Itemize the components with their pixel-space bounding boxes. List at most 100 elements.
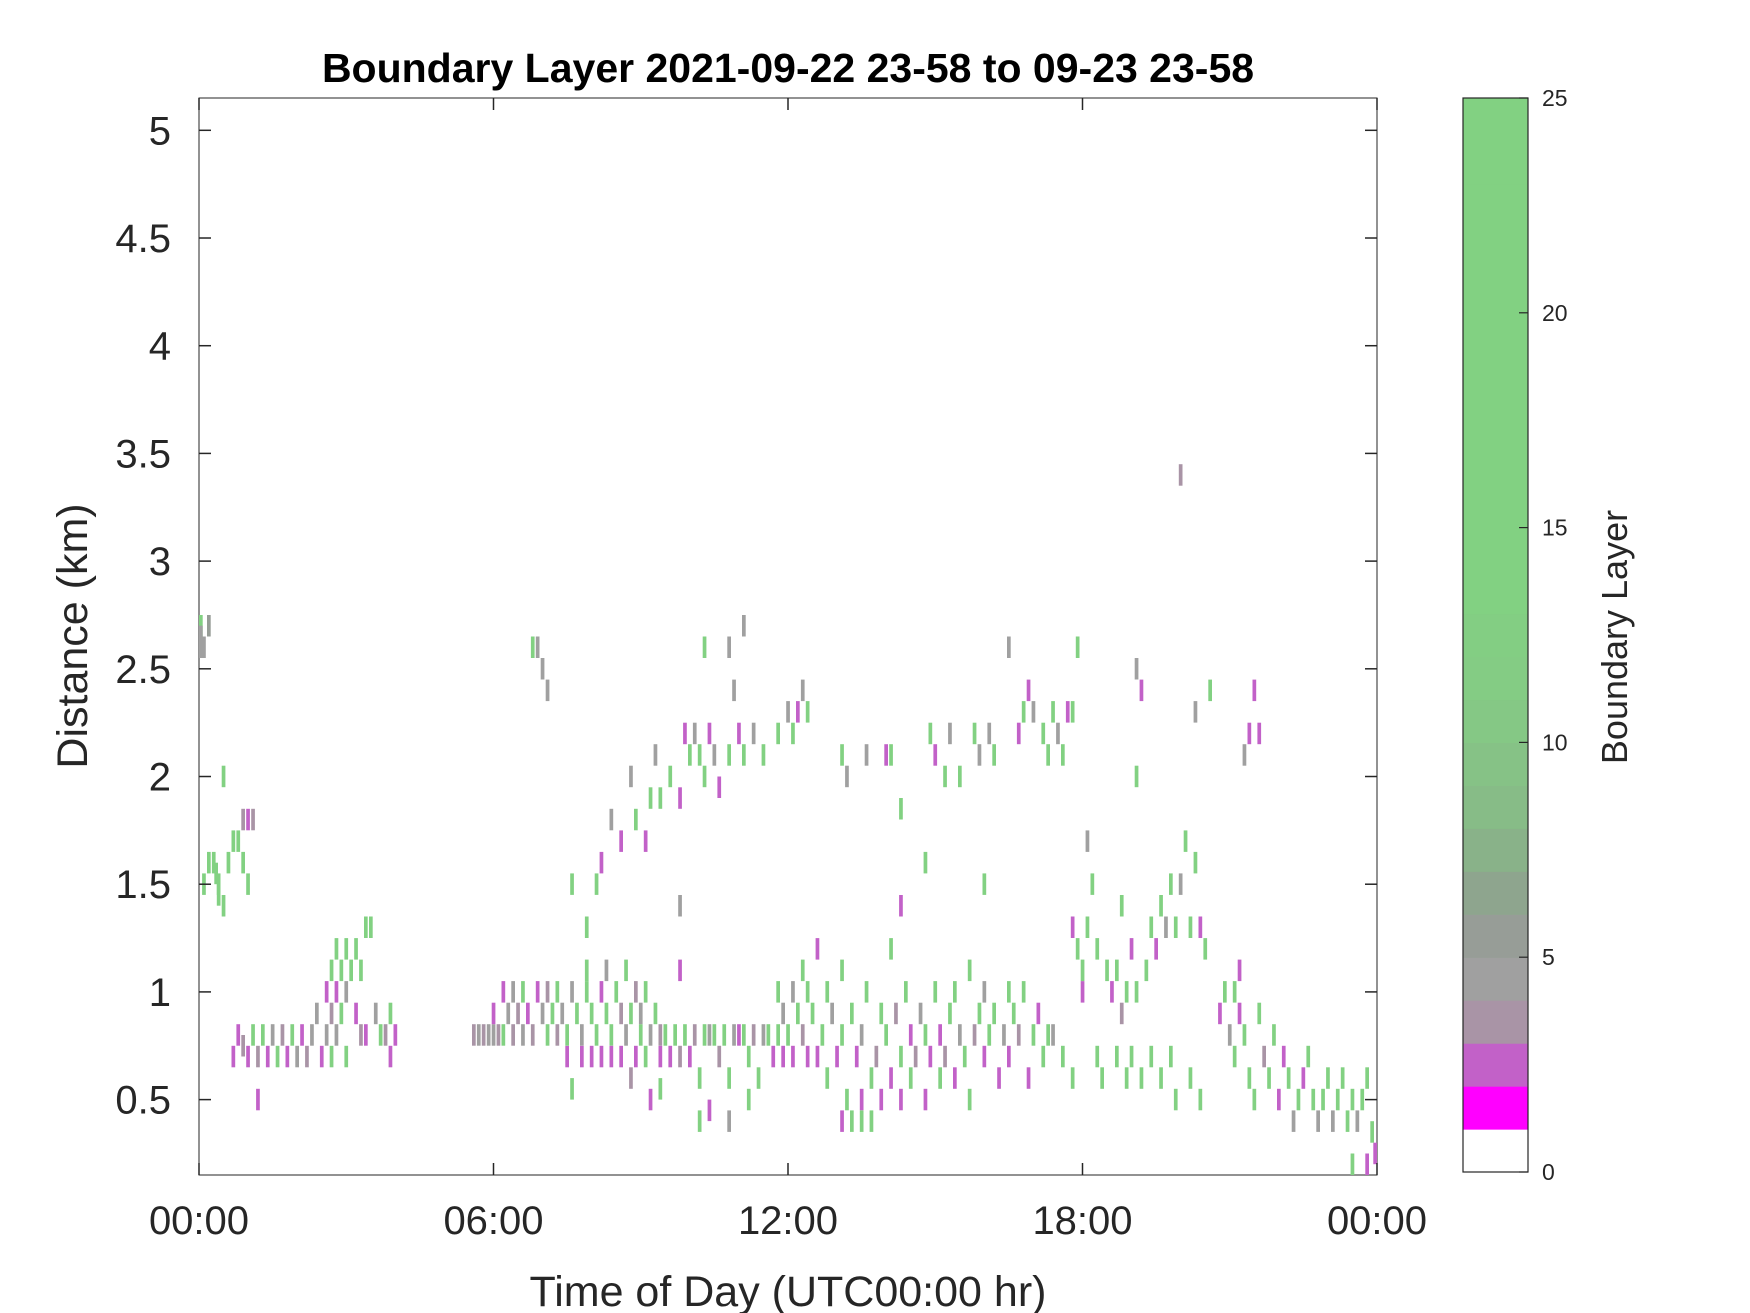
heatmap-cell <box>825 981 830 1003</box>
heatmap-cell <box>923 1088 928 1111</box>
heatmap-cell <box>638 1002 643 1025</box>
heatmap-cell <box>894 1002 898 1025</box>
colorbar-swatch <box>1463 226 1528 271</box>
heatmap-cell <box>727 1067 731 1089</box>
heatmap-cell <box>1090 873 1095 895</box>
heatmap-cell <box>712 744 717 766</box>
colorbar-swatch <box>1463 1000 1528 1044</box>
heatmap-cell <box>1193 701 1198 723</box>
heatmap-cell <box>207 615 211 637</box>
heatmap-cell <box>305 1045 309 1068</box>
heatmap-cell <box>359 1024 363 1046</box>
heatmap-cell <box>1335 1088 1340 1111</box>
heatmap-cell <box>1173 1088 1178 1111</box>
heatmap-cell <box>933 744 938 766</box>
heatmap-cell <box>786 1024 790 1046</box>
heatmap-cell <box>1277 1088 1281 1111</box>
heatmap-cell <box>805 701 810 723</box>
heatmap-cell <box>580 1024 584 1046</box>
heatmap-cell <box>791 1045 795 1068</box>
heatmap-cell <box>624 959 628 982</box>
heatmap-cell <box>879 1088 884 1111</box>
heatmap-cell <box>987 722 992 745</box>
heatmap-cell <box>319 1045 324 1068</box>
heatmap-cell <box>491 1002 496 1025</box>
heatmap-cell <box>864 981 869 1003</box>
heatmap-cell <box>1232 1045 1237 1068</box>
x-axis: 00:00 06:00 12:00 18:00 00:00 <box>149 98 1427 1243</box>
heatmap-cell <box>1144 959 1149 982</box>
heatmap-cell <box>707 1099 712 1122</box>
heatmap-cell <box>1070 916 1075 938</box>
heatmap-cell <box>481 1024 486 1046</box>
heatmap-cell <box>619 1045 623 1068</box>
heatmap-cell <box>643 830 648 852</box>
heatmap-cell <box>614 981 619 1003</box>
heatmap-cell <box>1247 1067 1252 1089</box>
heatmap-cell <box>791 722 795 745</box>
x-tick-label: 00:00 <box>149 1199 249 1243</box>
heatmap-cell <box>1242 1024 1247 1046</box>
heatmap-cell <box>300 1024 304 1046</box>
heatmap-cell <box>202 636 206 658</box>
heatmap-cell <box>707 1024 712 1046</box>
colorbar-label: Boundary Layer <box>1594 510 1635 764</box>
heatmap-cell <box>1355 1110 1360 1132</box>
heatmap-cell <box>683 722 687 745</box>
heatmap-cell <box>1085 830 1090 852</box>
heatmap-cell <box>982 873 987 895</box>
heatmap-cell <box>1124 1067 1129 1089</box>
heatmap-cell <box>1134 765 1139 788</box>
heatmap-cell <box>678 787 682 809</box>
heatmap-cell <box>280 1024 285 1046</box>
heatmap-cell <box>344 1045 349 1068</box>
heatmap-cell <box>1061 744 1065 766</box>
heatmap-cell <box>501 981 506 1003</box>
heatmap-cell <box>825 1067 830 1089</box>
heatmap-cell <box>290 1024 295 1046</box>
colorbar-tick-label: 10 <box>1542 729 1568 755</box>
heatmap-cell <box>604 1002 609 1025</box>
heatmap-cell <box>800 679 805 702</box>
heatmap-cell <box>791 981 795 1003</box>
x-tick-label: 06:00 <box>443 1199 543 1243</box>
heatmap-cell <box>589 1002 594 1025</box>
heatmap-cell <box>805 981 810 1003</box>
heatmap-cell <box>1373 1142 1377 1165</box>
heatmap-cell <box>840 1110 844 1132</box>
heatmap-cell <box>609 1024 614 1046</box>
heatmap-cell <box>874 1045 879 1068</box>
heatmap-cell <box>702 1024 707 1046</box>
heatmap-cell <box>967 959 972 982</box>
heatmap-cell <box>364 916 368 938</box>
colorbar-swatch <box>1463 269 1528 314</box>
colorbar-tick-label: 5 <box>1542 944 1555 970</box>
heatmap-cell <box>899 798 903 820</box>
heatmap-cell <box>604 959 609 982</box>
heatmap-cell <box>511 981 515 1003</box>
heatmap-cell <box>899 895 903 917</box>
heatmap-cell <box>295 1045 299 1068</box>
heatmap-cell <box>1340 1067 1345 1089</box>
heatmap-cell <box>948 1002 952 1025</box>
heatmap-cell <box>1100 1067 1104 1089</box>
heatmap-cell <box>629 1067 633 1089</box>
heatmap-cell <box>1134 981 1139 1003</box>
heatmap-cell <box>854 1045 859 1068</box>
heatmap-cell <box>1183 830 1188 852</box>
heatmap-cell <box>560 1002 565 1025</box>
heatmap-cell <box>1198 1088 1203 1111</box>
heatmap-cell <box>1002 1024 1006 1046</box>
heatmap-cell <box>997 1067 1001 1089</box>
heatmap-cell <box>1198 916 1203 938</box>
heatmap-cell <box>530 636 535 658</box>
heatmap-cell <box>599 981 604 1003</box>
heatmap-cell <box>535 981 540 1003</box>
heatmap-cell <box>324 981 329 1003</box>
heatmap-cell <box>697 1067 702 1089</box>
heatmap-cell <box>1041 1045 1046 1068</box>
heatmap-cell <box>530 1024 535 1046</box>
heatmap-cell <box>1011 1002 1016 1025</box>
colorbar-swatch <box>1463 484 1528 529</box>
heatmap-cell <box>815 938 820 960</box>
